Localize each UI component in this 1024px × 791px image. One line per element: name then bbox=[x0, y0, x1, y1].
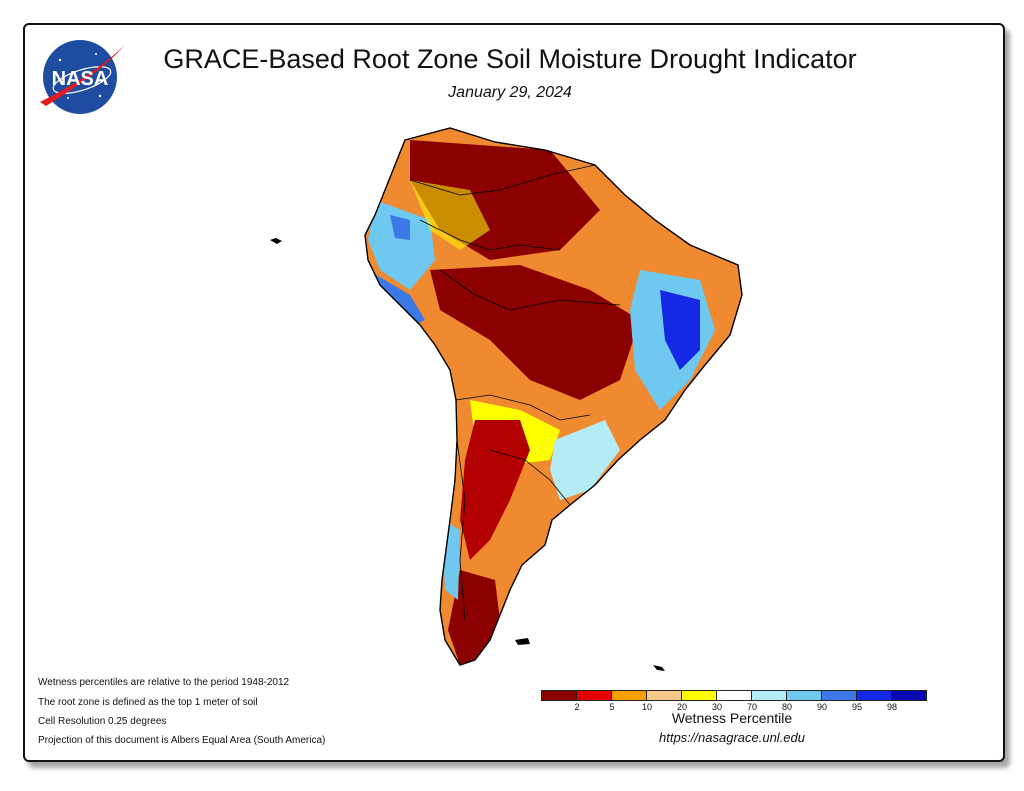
legend-tick-label: 95 bbox=[851, 702, 863, 712]
south-america-drought-map bbox=[270, 127, 743, 671]
south-georgia-island bbox=[653, 665, 665, 671]
dry-region-patagonia bbox=[448, 570, 500, 665]
legend-tick-label: 2 bbox=[574, 702, 580, 712]
galapagos-islands bbox=[270, 238, 282, 244]
legend-tick-label: 30 bbox=[711, 702, 723, 712]
note-reference-period: Wetness percentiles are relative to the … bbox=[38, 677, 290, 688]
legend-swatch bbox=[647, 691, 682, 700]
wet-region-southeast bbox=[550, 420, 620, 500]
note-root-zone: The root zone is defined as the top 1 me… bbox=[38, 697, 258, 708]
legend-swatch bbox=[892, 691, 926, 700]
falkland-islands bbox=[515, 638, 530, 645]
legend-swatch bbox=[752, 691, 787, 700]
note-cell-resolution: Cell Resolution 0.25 degrees bbox=[38, 716, 167, 727]
source-url: https://nasagrace.unl.edu bbox=[659, 730, 805, 745]
legend-tick-label: 10 bbox=[641, 702, 653, 712]
legend-swatch bbox=[787, 691, 822, 700]
legend-swatch bbox=[822, 691, 857, 700]
map-date: January 29, 2024 bbox=[448, 84, 572, 101]
very-wet-region-east-brazil bbox=[660, 290, 700, 370]
legend-swatch bbox=[717, 691, 752, 700]
legend-swatch bbox=[612, 691, 647, 700]
note-projection: Projection of this document is Albers Eq… bbox=[38, 735, 326, 746]
nasa-logo-text: NASA bbox=[52, 68, 109, 90]
legend-tick-label: 20 bbox=[676, 702, 688, 712]
dry-region-central bbox=[430, 265, 640, 400]
coastline bbox=[364, 127, 743, 666]
legend-swatch bbox=[682, 691, 717, 700]
legend-title: Wetness Percentile bbox=[671, 710, 793, 726]
legend-tick-label: 98 bbox=[886, 702, 898, 712]
legend-swatch bbox=[542, 691, 577, 700]
legend-swatch bbox=[577, 691, 612, 700]
country-borders bbox=[409, 164, 621, 621]
legend-swatch bbox=[857, 691, 892, 700]
legend-tick-label: 90 bbox=[816, 702, 828, 712]
legend-tick-label: 5 bbox=[609, 702, 615, 712]
nasa-logo: NASA bbox=[40, 40, 124, 114]
page-title: GRACE-Based Root Zone Soil Moisture Drou… bbox=[163, 44, 857, 74]
legend-tick-label: 80 bbox=[781, 702, 793, 712]
wet-region-northwest bbox=[368, 200, 435, 290]
dry-region-south bbox=[460, 420, 530, 560]
legend-color-bar bbox=[541, 690, 927, 701]
legend-tick-label: 70 bbox=[746, 702, 758, 712]
